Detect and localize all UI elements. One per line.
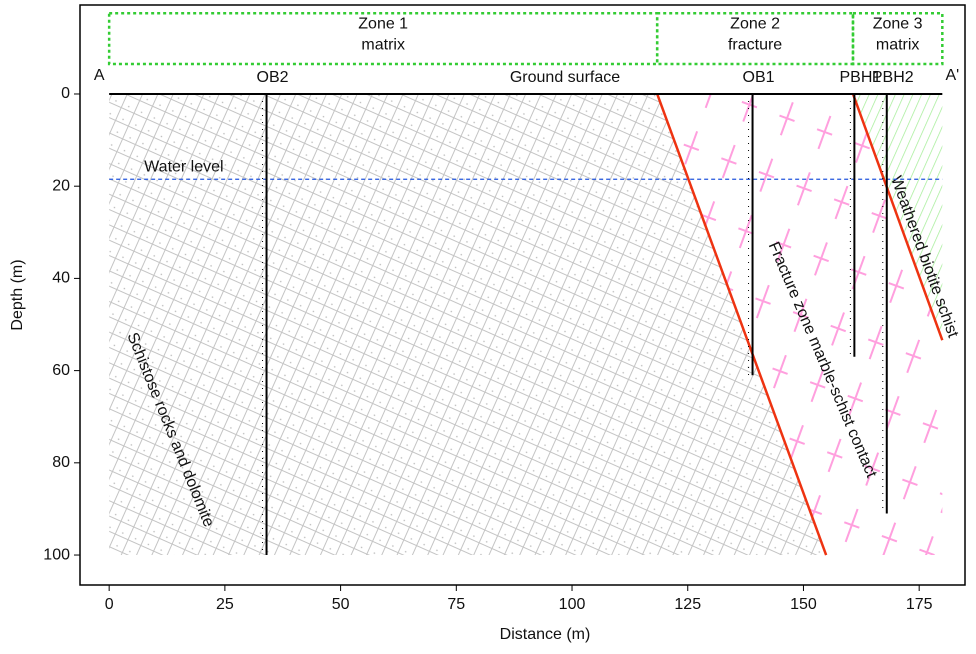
well-label: PBH2 (872, 69, 914, 86)
x-tick-label: 0 (105, 596, 114, 613)
well-label: OB2 (257, 69, 289, 86)
zone-kind: matrix (876, 37, 920, 54)
zone-name: Zone 3 (873, 16, 923, 33)
ground-surface-label: Ground surface (510, 69, 620, 86)
zone-box (655, 12, 855, 66)
well-label: OB1 (743, 69, 775, 86)
contact-line (851, 93, 944, 341)
zone-name: Zone 1 (358, 16, 408, 33)
y-tick-label: 60 (52, 362, 70, 379)
y-tick-label: 80 (52, 454, 70, 471)
section-end: A' (945, 67, 959, 84)
y-axis-title: Depth (m) (9, 259, 26, 330)
x-axis-title: Distance (m) (500, 626, 591, 643)
x-tick-label: 150 (790, 596, 817, 613)
well-label: PBH1 (839, 69, 881, 86)
contact-line (656, 93, 828, 556)
zone-name: Zone 2 (730, 16, 780, 33)
plot-frame (79, 4, 966, 586)
y-tick-label: 40 (52, 270, 70, 287)
section-start: A (94, 67, 105, 84)
zone-kind: matrix (361, 37, 405, 54)
zone-box (107, 12, 659, 66)
formation-area (657, 93, 943, 556)
water-level-label: Water level (144, 158, 223, 175)
y-tick-label: 20 (52, 177, 70, 194)
zone-kind: fracture (728, 37, 782, 54)
y-tick-label: 0 (61, 85, 70, 102)
x-tick-label: 50 (332, 596, 350, 613)
y-tick-label: 100 (43, 546, 70, 563)
x-tick-label: 25 (216, 596, 234, 613)
formation-area (109, 93, 827, 556)
x-tick-label: 100 (559, 596, 586, 613)
x-tick-label: 175 (906, 596, 933, 613)
x-tick-label: 75 (447, 596, 465, 613)
x-tick-label: 125 (674, 596, 701, 613)
zone-box (851, 12, 944, 66)
